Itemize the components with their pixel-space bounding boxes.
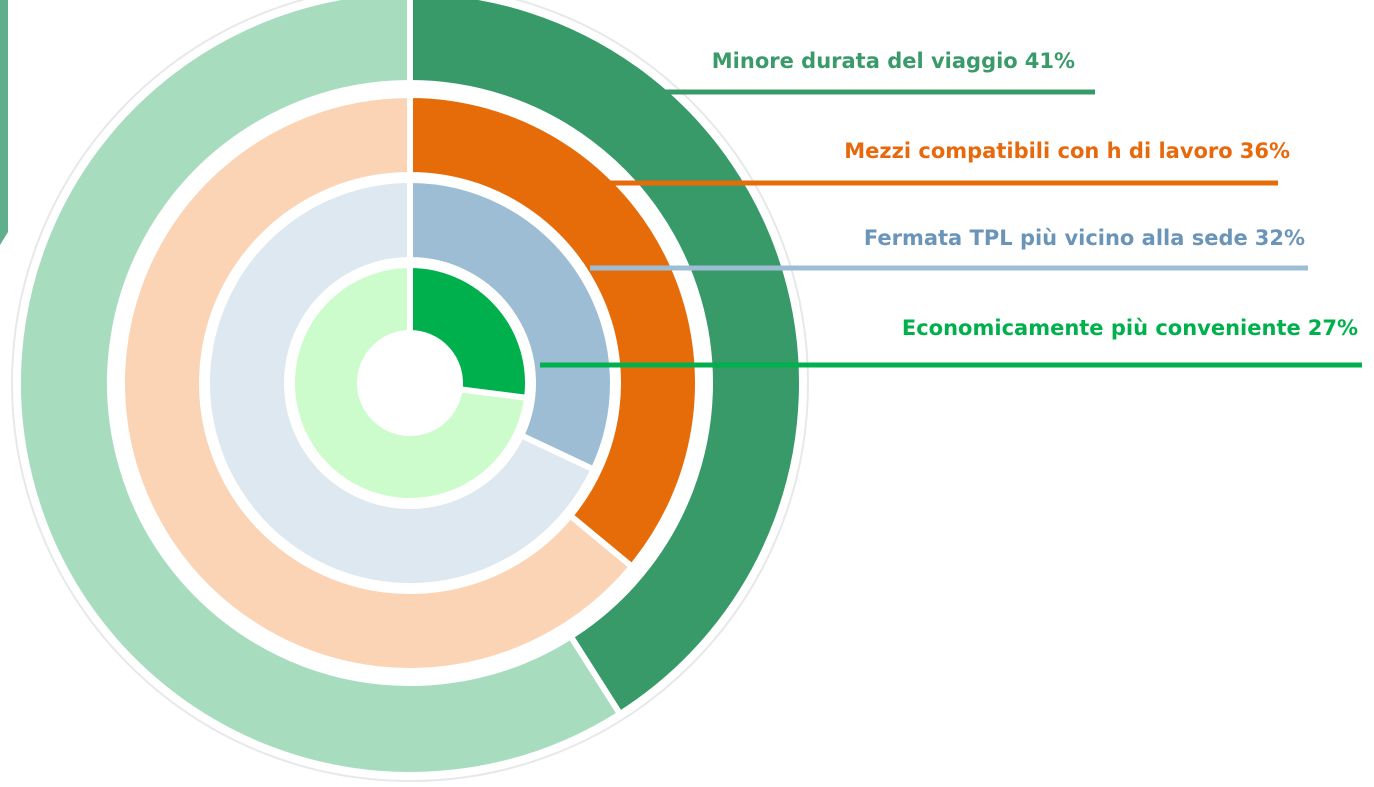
- ring-bar: [407, 91, 701, 571]
- ring-label: Fermata TPL più vicino alla sede 32%: [864, 226, 1305, 250]
- ring-track: [15, 0, 625, 778]
- value-label: 41%: [1025, 49, 1075, 73]
- category-name: Economicamente più conveniente: [902, 316, 1301, 340]
- ring-label: Minore durata del viaggio 41%: [712, 49, 1075, 73]
- ring-label: Mezzi compatibili con h di lavoro 36%: [844, 139, 1290, 163]
- ring-bar: [407, 0, 805, 719]
- ring-label: Economicamente più conveniente 27%: [902, 316, 1358, 340]
- ring-bar: [407, 176, 616, 474]
- ring-track: [204, 176, 598, 589]
- value-label: 36%: [1240, 139, 1290, 163]
- ring-track: [119, 91, 637, 674]
- ring-track: [289, 261, 531, 504]
- category-name: Mezzi compatibili con h di lavoro: [844, 139, 1232, 163]
- value-label: 27%: [1308, 316, 1358, 340]
- value-label: 32%: [1255, 226, 1305, 250]
- category-name: Fermata TPL più vicino alla sede: [864, 226, 1248, 250]
- side-panel: [0, 0, 8, 245]
- category-name: Minore durata del viaggio: [712, 49, 1018, 73]
- ring-bar: [407, 261, 531, 402]
